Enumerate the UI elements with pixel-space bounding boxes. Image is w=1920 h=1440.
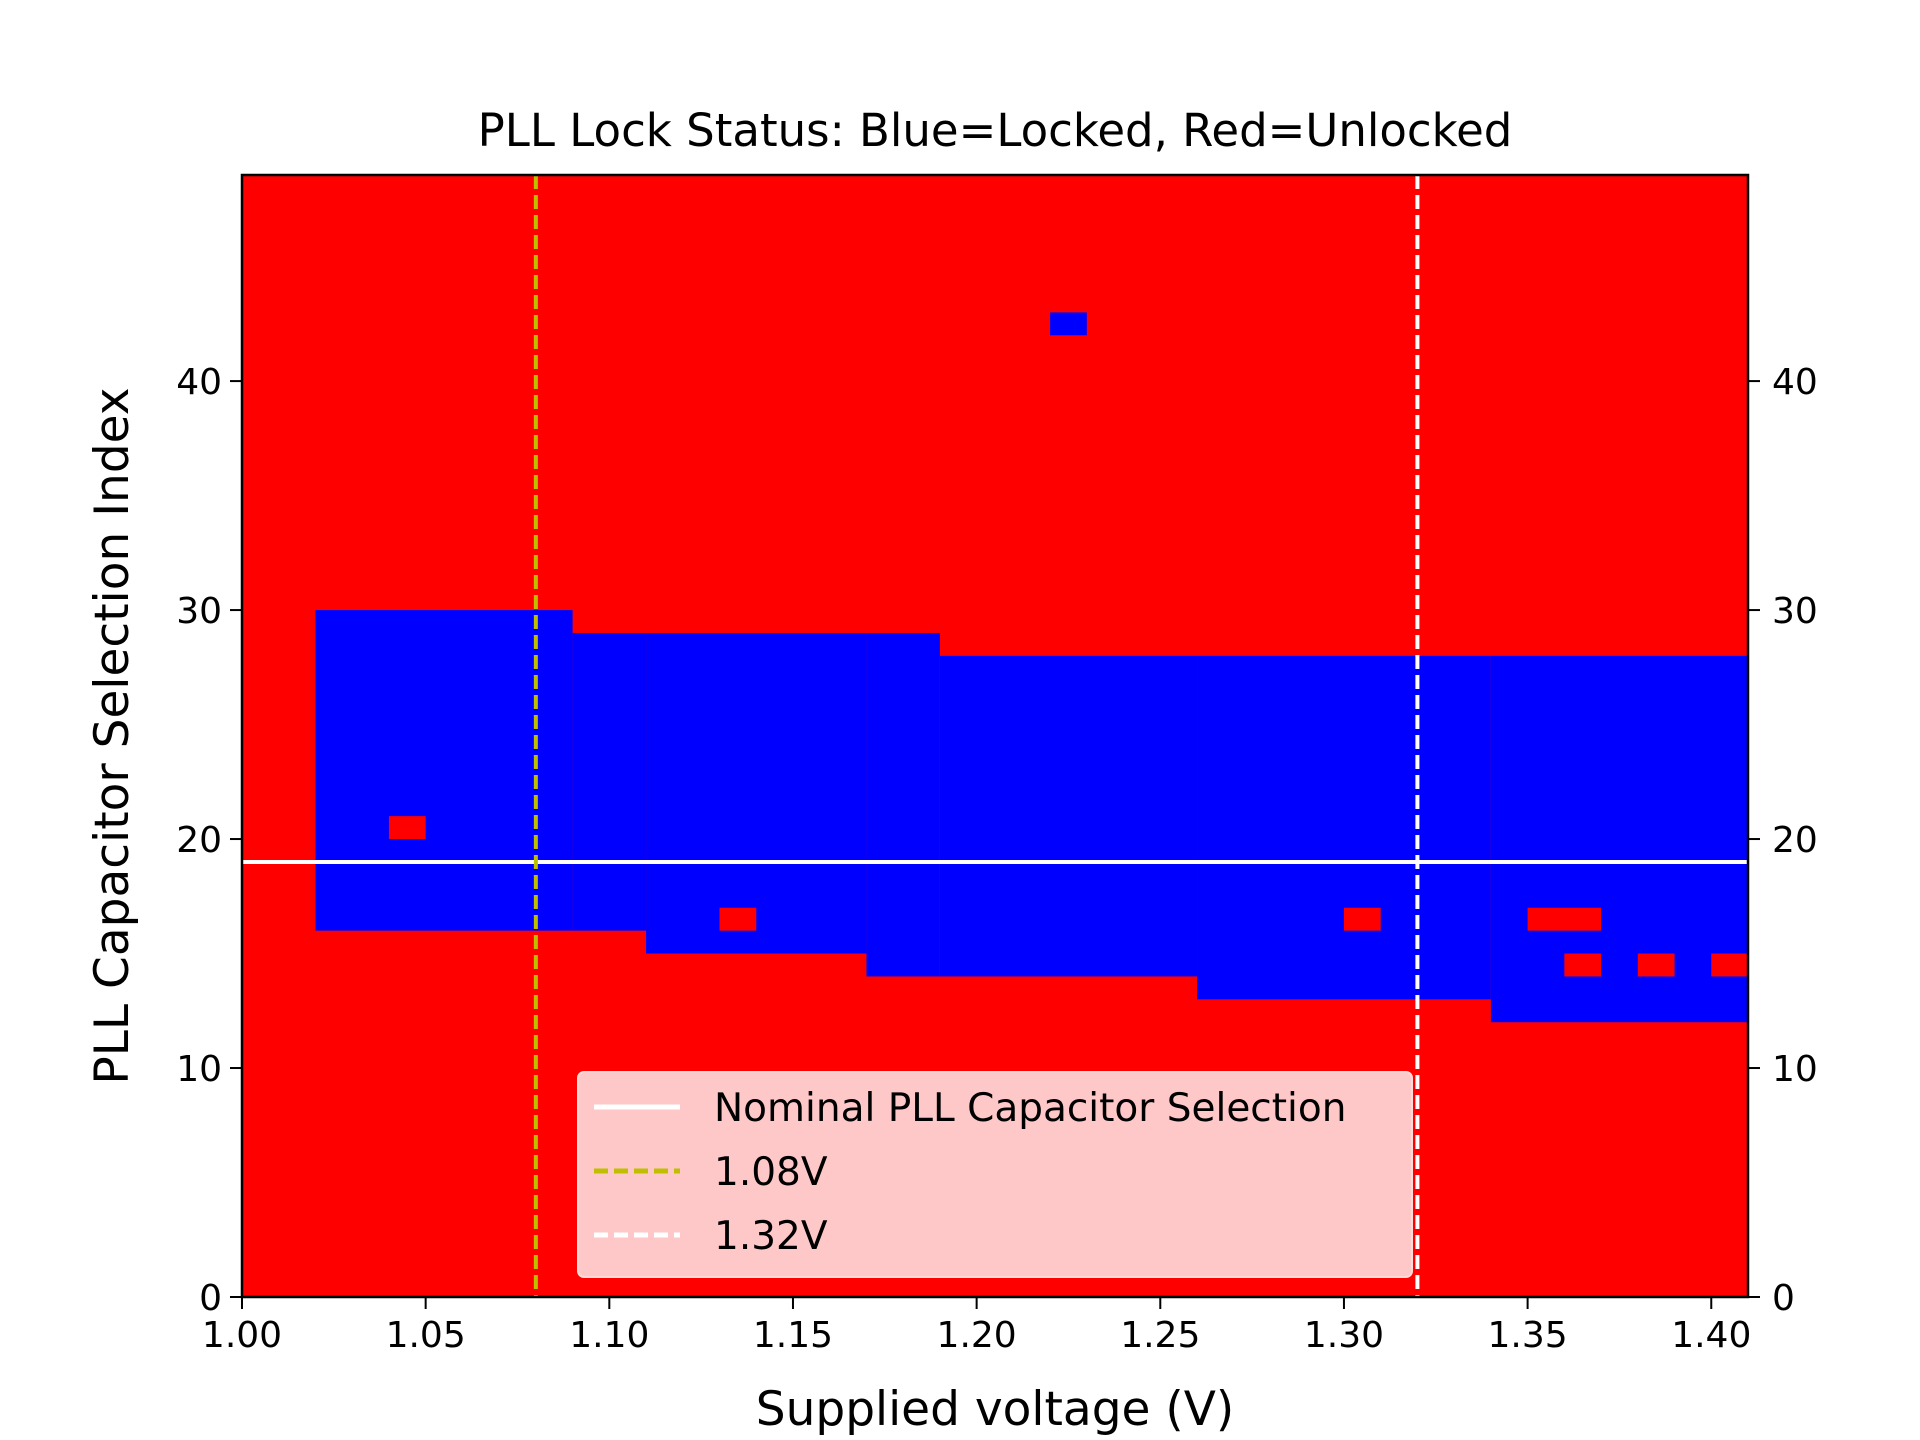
locked-cell — [315, 610, 573, 931]
unlocked-cell — [388, 816, 426, 840]
locked-cell — [1490, 655, 1748, 1023]
y-right-tick-label: 30 — [1772, 591, 1818, 632]
x-tick-label: 1.15 — [753, 1315, 833, 1356]
locked-cell — [1050, 312, 1087, 336]
x-tick-label: 1.20 — [937, 1315, 1017, 1356]
locked-cell — [1197, 655, 1491, 1000]
y-tick-label: 20 — [176, 820, 222, 861]
y-right-tick-label: 0 — [1772, 1278, 1795, 1319]
legend: Nominal PLL Capacitor Selection 1.08V 1.32… — [577, 1071, 1413, 1278]
y-axis-left: 0 10 20 30 40 — [176, 362, 242, 1319]
x-tick-label: 1.25 — [1120, 1315, 1200, 1356]
unlocked-cell — [719, 907, 757, 931]
unlocked-cell — [1527, 907, 1602, 931]
unlocked-cell — [1343, 907, 1381, 931]
x-tick-label: 1.00 — [202, 1315, 282, 1356]
unlocked-cell — [1564, 953, 1602, 977]
y-right-tick-label: 20 — [1772, 820, 1818, 861]
y-right-tick-label: 40 — [1772, 362, 1818, 403]
legend-box — [577, 1071, 1413, 1278]
locked-cell — [939, 655, 1198, 977]
y-right-tick-label: 10 — [1772, 1049, 1818, 1090]
x-tick-label: 1.10 — [569, 1315, 649, 1356]
legend-label: 1.32V — [714, 1214, 828, 1259]
x-axis-label: Supplied voltage (V) — [756, 1382, 1234, 1437]
unlocked-cell — [1637, 953, 1675, 977]
y-tick-label: 10 — [176, 1049, 222, 1090]
y-axis-right: 0 10 20 30 40 — [1748, 362, 1818, 1319]
legend-label: Nominal PLL Capacitor Selection — [714, 1086, 1346, 1131]
y-axis-label: PLL Capacitor Selection Index — [85, 387, 140, 1084]
y-tick-label: 0 — [199, 1278, 222, 1319]
locked-cell — [866, 632, 940, 977]
locked-cell — [572, 632, 647, 931]
x-tick-label: 1.05 — [386, 1315, 466, 1356]
chart-title: PLL Lock Status: Blue=Locked, Red=Unlock… — [478, 104, 1513, 157]
x-axis: 1.00 1.05 1.10 1.15 1.20 1.25 1.30 1.35 1.40 — [202, 1297, 1751, 1356]
locked-cell — [646, 632, 867, 954]
legend-label: 1.08V — [714, 1150, 828, 1195]
plot-frame — [240, 173, 1750, 1299]
x-tick-label: 1.30 — [1304, 1315, 1384, 1356]
x-tick-label: 1.40 — [1671, 1315, 1751, 1356]
y-tick-label: 30 — [176, 591, 222, 632]
x-tick-label: 1.35 — [1488, 1315, 1568, 1356]
y-tick-label: 40 — [176, 362, 222, 403]
unlocked-cell — [1711, 953, 1748, 977]
